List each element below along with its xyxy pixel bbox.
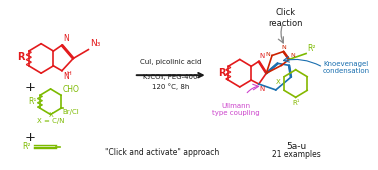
Text: N: N	[265, 52, 270, 57]
Text: X: X	[276, 79, 280, 84]
Text: +: +	[24, 81, 35, 95]
Text: N: N	[281, 45, 286, 50]
Text: N: N	[63, 34, 69, 43]
Text: 120 °C, 8h: 120 °C, 8h	[152, 83, 189, 90]
Text: CuI, picolinic acid: CuI, picolinic acid	[140, 59, 201, 65]
Text: R²: R²	[307, 44, 316, 53]
Text: X = C/N: X = C/N	[37, 118, 64, 124]
Text: R: R	[218, 68, 225, 78]
Text: CHO: CHO	[62, 85, 79, 94]
Text: X: X	[49, 112, 54, 118]
Text: R¹: R¹	[292, 100, 299, 106]
Text: 21 examples: 21 examples	[272, 150, 321, 159]
Text: N: N	[63, 72, 69, 81]
Text: Knoevenagel
condensation: Knoevenagel condensation	[323, 61, 370, 74]
Text: Br/Cl: Br/Cl	[62, 109, 79, 115]
Text: R²: R²	[22, 142, 31, 151]
Text: R: R	[17, 53, 25, 62]
Text: N: N	[260, 86, 265, 92]
Text: K₂CO₃, PEG-400: K₂CO₃, PEG-400	[144, 74, 198, 80]
Text: Ullmann
type coupling: Ullmann type coupling	[212, 103, 260, 116]
Text: Click
reaction: Click reaction	[268, 8, 302, 28]
Text: 5a-u: 5a-u	[287, 142, 307, 151]
Text: H: H	[67, 71, 71, 76]
Text: "Click and activate" approach: "Click and activate" approach	[105, 148, 219, 157]
Text: N₃: N₃	[90, 39, 101, 48]
Text: +: +	[24, 131, 35, 144]
Text: R¹: R¹	[29, 97, 37, 106]
Text: N: N	[290, 53, 295, 58]
Text: N: N	[260, 53, 265, 60]
